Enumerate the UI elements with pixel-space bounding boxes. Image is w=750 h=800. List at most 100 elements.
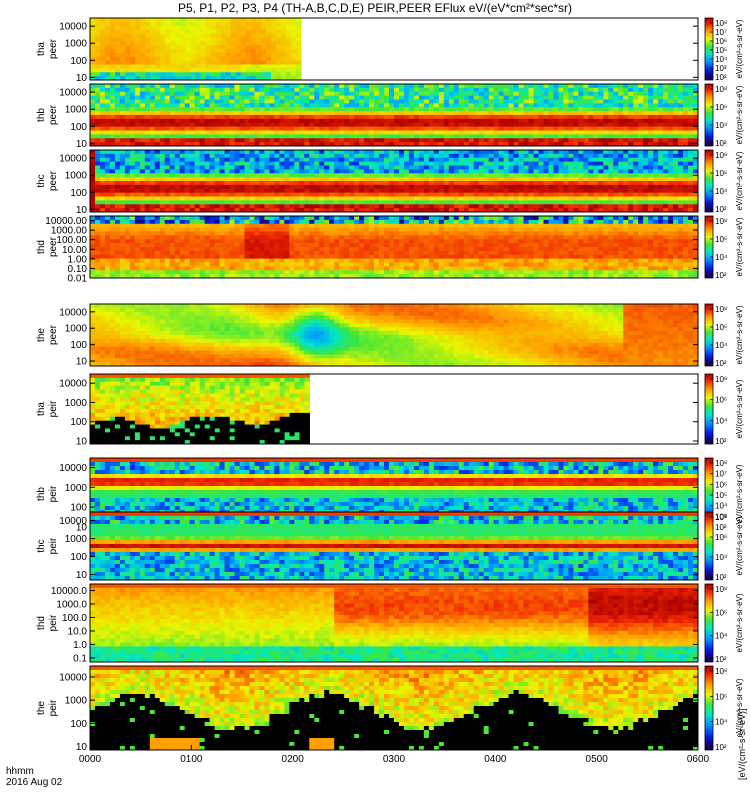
spectrogram-cell: [449, 100, 454, 104]
spectrogram-cell: [206, 68, 211, 72]
spectrogram-cell: [291, 26, 296, 30]
spectrogram-cell: [244, 115, 249, 119]
spectrogram-cell: [344, 111, 349, 115]
spectrogram-cell: [200, 88, 205, 92]
spectrogram-cell: [150, 162, 155, 166]
spectrogram-cell: [529, 88, 534, 92]
spectrogram-cell: [225, 127, 230, 131]
spectrogram-cell: [226, 72, 231, 76]
spectrogram-cell: [524, 193, 529, 197]
spectrogram-cell: [145, 30, 150, 34]
spectrogram-cell: [464, 200, 469, 204]
spectrogram-cell: [180, 138, 185, 142]
spectrogram-cell: [539, 200, 544, 204]
spectrogram-cell: [256, 22, 261, 26]
spectrogram-cell: [289, 107, 294, 111]
spectrogram-cell: [683, 115, 688, 119]
spectrogram-cell: [220, 131, 225, 135]
spectrogram-cell: [294, 107, 299, 111]
spectrogram-cell: [384, 154, 389, 158]
spectrogram-cell: [553, 84, 558, 88]
spectrogram-cell: [226, 18, 231, 22]
spectrogram-cell: [524, 127, 529, 131]
spectrogram-cell: [90, 22, 95, 26]
spectrogram-cell: [190, 185, 195, 189]
spectrogram-cell: [494, 197, 499, 201]
spectrogram-cell: [409, 185, 414, 189]
spectrogram-cell: [220, 96, 225, 100]
spectrogram-cell: [120, 22, 125, 26]
spectrogram-cell: [638, 103, 643, 107]
spectrogram-cell: [299, 162, 304, 166]
spectrogram-cell: [155, 53, 160, 57]
spectrogram-cell: [474, 181, 479, 185]
spectrogram-cell: [444, 111, 449, 115]
spectrogram-cell: [529, 177, 534, 181]
spectrogram-cell: [354, 138, 359, 142]
spectrogram-cell: [364, 185, 369, 189]
spectrogram-cell: [289, 150, 294, 154]
spectrogram-cell: [479, 131, 484, 135]
spectrogram-cell: [598, 88, 603, 92]
spectrogram-cell: [269, 88, 274, 92]
spectrogram-cell: [384, 96, 389, 100]
spectrogram-cell: [499, 154, 504, 158]
spectrogram-cell: [519, 177, 524, 181]
spectrogram-cell: [369, 166, 374, 170]
spectrogram-cell: [291, 45, 296, 49]
spectrogram-cell: [653, 111, 658, 115]
spectrogram-cell: [284, 119, 289, 123]
spectrogram-cell: [524, 150, 529, 154]
spectrogram-cell: [454, 123, 459, 127]
spectrogram-cell: [514, 154, 519, 158]
spectrogram-cell: [200, 123, 205, 127]
spectrogram-cell: [439, 100, 444, 104]
spectrogram-cell: [459, 84, 464, 88]
spectrogram-cell: [170, 111, 175, 115]
spectrogram-cell: [140, 30, 145, 34]
spectrogram-cell: [240, 162, 245, 166]
spectrogram-cell: [628, 123, 633, 127]
spectrogram-cell: [200, 115, 205, 119]
spectrogram-cell: [514, 181, 519, 185]
spectrogram-cell: [359, 162, 364, 166]
spectrogram-cell: [150, 53, 155, 57]
spectrogram-cell: [291, 65, 296, 69]
spectrogram-cell: [354, 119, 359, 123]
spectrogram-cell: [230, 107, 235, 111]
spectrogram-cell: [399, 166, 404, 170]
spectrogram-cell: [399, 103, 404, 107]
spectrogram-cell: [449, 92, 454, 96]
spectrogram-cell: [339, 123, 344, 127]
spectrogram-cell: [404, 166, 409, 170]
spectrogram-cell: [459, 127, 464, 131]
spectrogram-cell: [409, 169, 414, 173]
spectrogram-cell: [558, 84, 563, 88]
spectrogram-cell: [135, 138, 140, 142]
spectrogram-cell: [90, 197, 95, 201]
spectrogram-cell: [534, 127, 539, 131]
spectrogram-cell: [529, 181, 534, 185]
spectrogram-cell: [186, 57, 191, 61]
spectrogram-cell: [180, 115, 185, 119]
spectrogram-cell: [379, 173, 384, 177]
spectrogram-cell: [294, 197, 299, 201]
spectrogram-cell: [281, 61, 286, 65]
spectrogram-cell: [195, 100, 200, 104]
spectrogram-cell: [648, 100, 653, 104]
spectrogram-cell: [220, 162, 225, 166]
spectrogram-cell: [409, 154, 414, 158]
spectrogram-cell: [389, 173, 394, 177]
spectrogram-cell: [289, 173, 294, 177]
spectrogram-cell: [284, 162, 289, 166]
spectrogram-cell: [170, 103, 175, 107]
spectrogram-cell: [230, 173, 235, 177]
spectrogram-cell: [618, 96, 623, 100]
spectrogram-cell: [155, 111, 160, 115]
spectrogram-cell: [658, 127, 663, 131]
spectrogram-cell: [479, 173, 484, 177]
spectrogram-cell: [334, 169, 339, 173]
spectrogram-cell: [230, 127, 235, 131]
spectrogram-cell: [170, 134, 175, 138]
spectrogram-cell: [578, 123, 583, 127]
